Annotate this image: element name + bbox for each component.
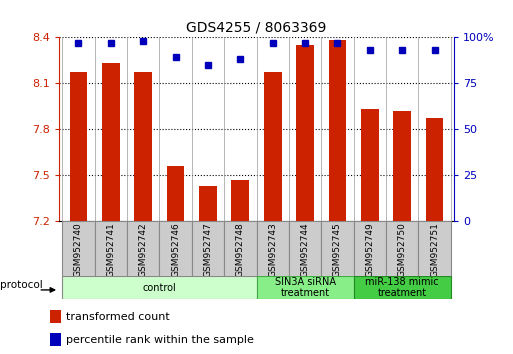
Bar xyxy=(386,221,419,278)
Bar xyxy=(256,276,353,299)
Text: GSM952741: GSM952741 xyxy=(106,222,115,277)
Text: GSM952749: GSM952749 xyxy=(365,222,374,277)
Bar xyxy=(353,221,386,278)
Text: protocol: protocol xyxy=(0,280,43,290)
Bar xyxy=(102,63,120,221)
Text: GSM952742: GSM952742 xyxy=(139,222,148,277)
Bar xyxy=(192,221,224,278)
Text: control: control xyxy=(143,282,176,293)
Text: GSM952744: GSM952744 xyxy=(301,222,309,277)
Bar xyxy=(393,111,411,221)
Bar xyxy=(321,221,353,278)
Text: GSM952743: GSM952743 xyxy=(268,222,277,277)
Bar xyxy=(256,221,289,278)
Bar xyxy=(419,221,451,278)
Text: transformed count: transformed count xyxy=(66,312,170,322)
Bar xyxy=(199,186,217,221)
Bar xyxy=(224,221,256,278)
Bar xyxy=(231,180,249,221)
Title: GDS4255 / 8063369: GDS4255 / 8063369 xyxy=(186,21,327,35)
Text: GSM952740: GSM952740 xyxy=(74,222,83,277)
Bar xyxy=(50,310,62,323)
Bar xyxy=(70,73,87,221)
Bar xyxy=(160,221,192,278)
Bar xyxy=(167,166,185,221)
Bar xyxy=(296,45,314,221)
Bar xyxy=(62,221,94,278)
Bar xyxy=(289,221,321,278)
Bar xyxy=(94,221,127,278)
Text: GSM952748: GSM952748 xyxy=(236,222,245,277)
Text: SIN3A siRNA
treatment: SIN3A siRNA treatment xyxy=(274,277,336,298)
Bar xyxy=(264,73,282,221)
Text: GSM952750: GSM952750 xyxy=(398,222,407,277)
Text: GSM952747: GSM952747 xyxy=(204,222,212,277)
Bar xyxy=(328,40,346,221)
Bar xyxy=(127,221,160,278)
Bar xyxy=(134,73,152,221)
Bar xyxy=(426,119,443,221)
Text: GSM952746: GSM952746 xyxy=(171,222,180,277)
Bar xyxy=(361,109,379,221)
Bar xyxy=(62,276,256,299)
Text: miR-138 mimic
treatment: miR-138 mimic treatment xyxy=(365,277,439,298)
Text: GSM952751: GSM952751 xyxy=(430,222,439,277)
Bar xyxy=(50,333,62,346)
Bar xyxy=(353,276,451,299)
Text: GSM952745: GSM952745 xyxy=(333,222,342,277)
Text: percentile rank within the sample: percentile rank within the sample xyxy=(66,335,254,345)
